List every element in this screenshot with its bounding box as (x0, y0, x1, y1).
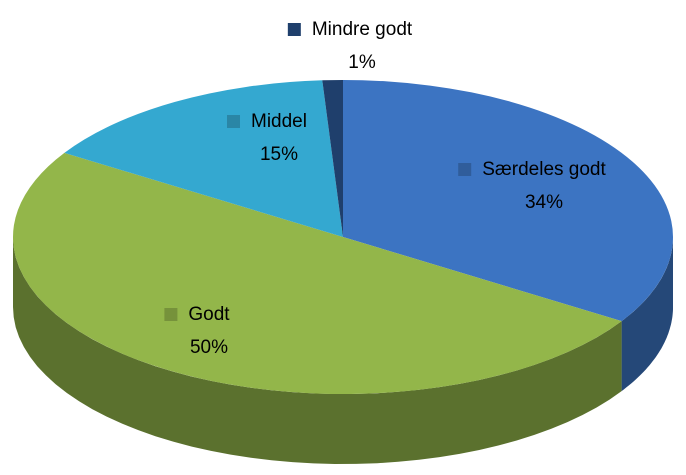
pie-slice (12, 152, 622, 394)
legend-key (164, 308, 178, 321)
value-label: 15% (260, 144, 298, 165)
pie-slice (64, 80, 343, 237)
pie-side (621, 237, 673, 392)
slice-label: Godt (188, 304, 230, 325)
slice-label: Middel (251, 111, 307, 132)
legend-key (287, 23, 301, 36)
legend-key (227, 115, 241, 128)
pie-slice (322, 80, 343, 237)
slice-label: Særdeles godt (482, 159, 606, 180)
value-label: 1% (348, 52, 376, 73)
pie-slice (343, 80, 673, 322)
value-label: 34% (525, 192, 563, 213)
value-label: 50% (190, 337, 228, 358)
pie-side (13, 237, 622, 464)
legend-key (458, 163, 472, 176)
slice-label: Mindre godt (312, 19, 413, 40)
